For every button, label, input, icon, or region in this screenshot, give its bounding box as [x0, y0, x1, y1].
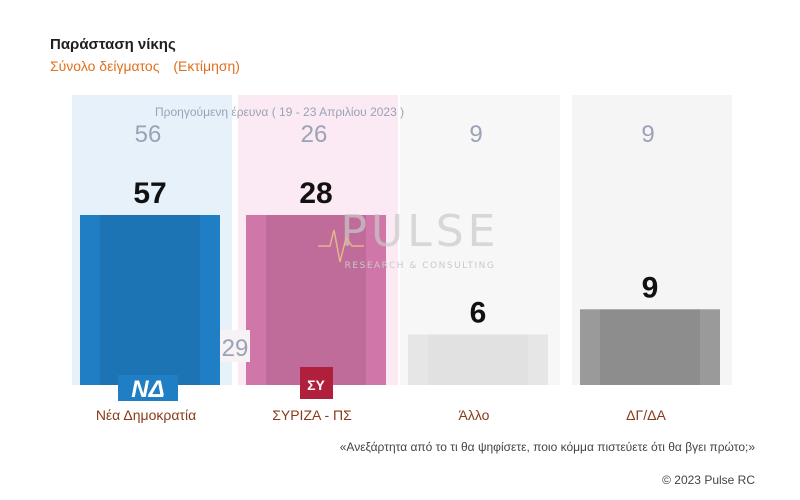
bar-inner-band — [428, 335, 528, 385]
bar — [80, 215, 220, 385]
bar — [580, 309, 720, 385]
previous-value-label: 9 — [469, 121, 482, 148]
bar — [246, 215, 386, 385]
chart-subtitle: Σύνολο δείγματος (Εκτίμηση) — [50, 58, 240, 74]
subtitle-sample: Σύνολο δείγματος — [50, 58, 160, 74]
watermark-pulse-icon — [318, 229, 364, 263]
previous-value-label: 26 — [301, 121, 328, 148]
bar-value-label: 57 — [133, 177, 166, 210]
extra-label-background — [220, 330, 250, 362]
bar-inner-band — [600, 309, 700, 385]
previous-value-label: 9 — [641, 121, 654, 148]
nd-logo-icon — [118, 375, 178, 401]
category-label: Άλλο — [459, 407, 490, 423]
survey-question: «Ανεξάρτητα από το τι θα ψηφίσετε, ποιο … — [339, 440, 755, 454]
category-label: Νέα Δημοκρατία — [96, 407, 196, 423]
bar-value-label: 6 — [470, 297, 487, 330]
chart-title: Παράσταση νίκης — [50, 36, 176, 53]
syriza-logo-icon — [300, 367, 333, 399]
subtitle-estimate: (Εκτίμηση) — [173, 58, 240, 74]
previous-survey-label: Προηγούμενη έρευνα ( 19 - 23 Απριλίου 20… — [155, 105, 405, 119]
previous-value-label: 56 — [135, 121, 162, 148]
category-label: ΔΓ/ΔΑ — [626, 407, 666, 423]
bar — [408, 334, 548, 385]
nd-logo-text: ΝΔ — [131, 376, 164, 403]
watermark-logo-text: PULSE — [341, 206, 500, 257]
category-label: ΣΥΡΙΖΑ - ΠΣ — [272, 407, 352, 423]
syriza-logo-text: ΣΥ — [307, 377, 325, 393]
copyright: © 2023 Pulse RC — [662, 473, 755, 487]
watermark-tagline: RESEARCH & CONSULTING — [345, 261, 496, 271]
bar-value-label: 9 — [642, 271, 659, 304]
bar-inner-band — [100, 215, 200, 385]
extra-value-label: 29 — [222, 335, 249, 362]
bar-value-label: 28 — [299, 177, 332, 210]
